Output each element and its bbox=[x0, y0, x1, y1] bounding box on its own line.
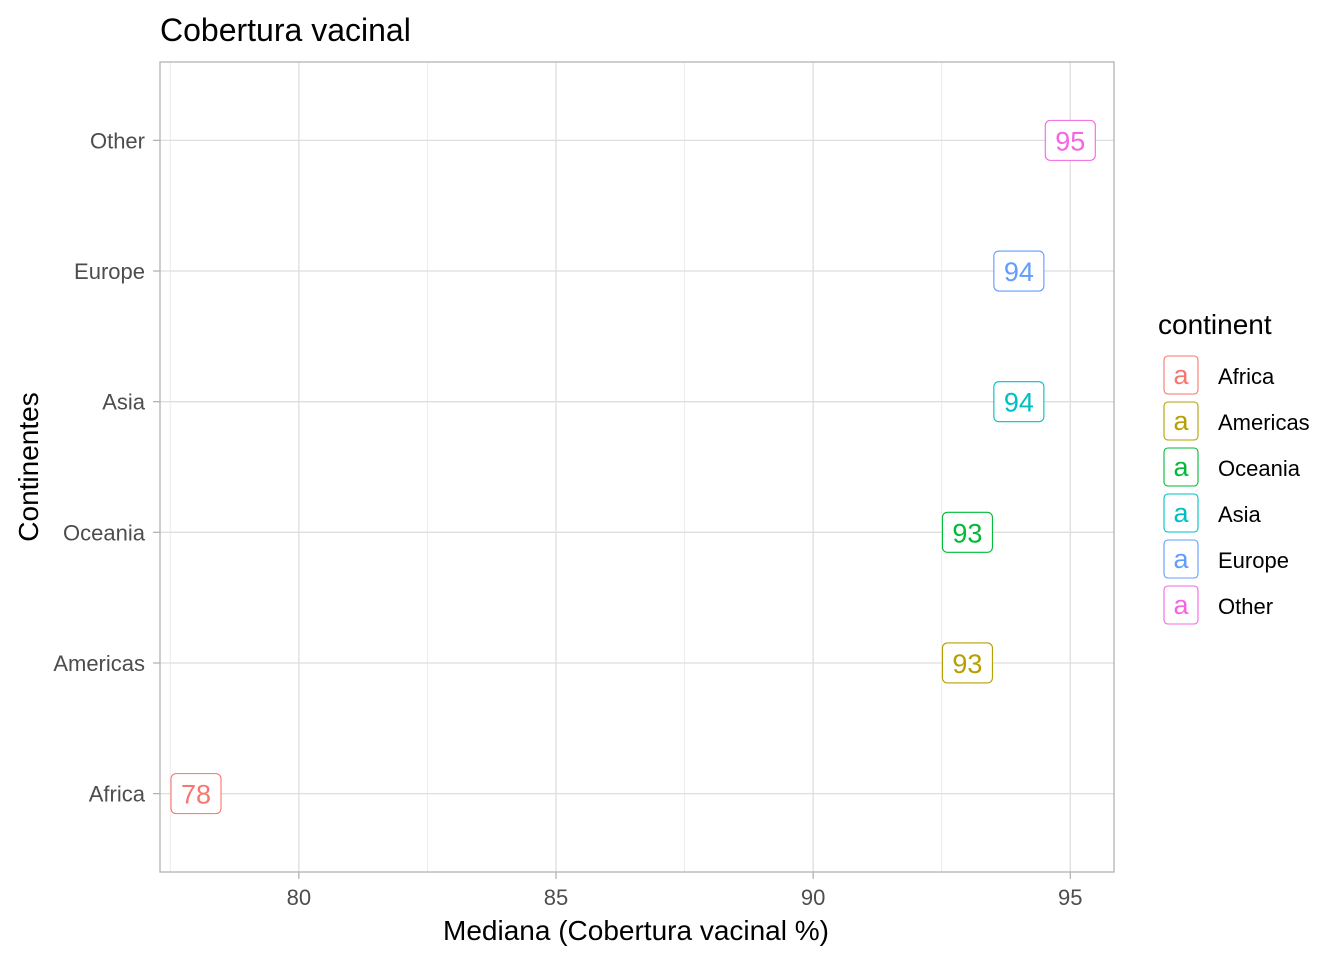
x-tick-label: 80 bbox=[287, 885, 311, 910]
legend-key-box bbox=[1163, 447, 1199, 487]
x-axis: 80 85 90 95 bbox=[287, 872, 1083, 910]
y-tick-label: Oceania bbox=[63, 520, 146, 545]
plot-border bbox=[159, 61, 1115, 873]
legend-label: Americas bbox=[1218, 410, 1310, 435]
legend-title: continent bbox=[1158, 309, 1272, 340]
data-label-box bbox=[941, 642, 993, 684]
legend-key-glyph: a bbox=[1173, 590, 1189, 620]
data-label-africa: 78 bbox=[170, 773, 222, 815]
legend-item-other: a Other bbox=[1163, 585, 1273, 625]
legend-key-box bbox=[1163, 539, 1199, 579]
y-tick-label: Other bbox=[90, 128, 145, 153]
legend-label: Asia bbox=[1218, 502, 1262, 527]
legend-key-glyph: a bbox=[1173, 544, 1189, 574]
legend-item-africa: a Africa bbox=[1163, 355, 1275, 395]
y-tick-label: Americas bbox=[53, 651, 145, 676]
x-tick-label: 85 bbox=[544, 885, 568, 910]
data-label-value: 95 bbox=[1055, 126, 1085, 156]
legend-item-europe: a Europe bbox=[1163, 539, 1289, 579]
legend-item-americas: a Americas bbox=[1163, 401, 1310, 441]
legend-key-glyph: a bbox=[1173, 406, 1189, 436]
data-label-value: 94 bbox=[1004, 257, 1034, 287]
data-label-value: 93 bbox=[952, 518, 982, 548]
y-axis: Africa Americas Oceania Asia Europe Other bbox=[53, 128, 160, 807]
x-tick-label: 95 bbox=[1058, 885, 1082, 910]
data-label-europe: 94 bbox=[993, 250, 1045, 292]
legend-label: Other bbox=[1218, 594, 1273, 619]
legend-item-oceania: a Oceania bbox=[1163, 447, 1301, 487]
grid-lines bbox=[160, 62, 1114, 872]
legend-key-box bbox=[1163, 585, 1199, 625]
legend-key-glyph: a bbox=[1173, 498, 1189, 528]
x-axis-title: Mediana (Cobertura vacinal %) bbox=[443, 915, 829, 946]
legend-key-box bbox=[1163, 401, 1199, 441]
legend-label: Africa bbox=[1218, 364, 1275, 389]
data-label-asia: 94 bbox=[993, 381, 1045, 423]
data-label-box bbox=[1044, 119, 1096, 161]
data-label-value: 78 bbox=[181, 780, 211, 810]
data-labels: 78 93 93 94 94 95 bbox=[170, 119, 1096, 815]
data-label-box bbox=[993, 250, 1045, 292]
data-label-oceania: 93 bbox=[941, 511, 993, 553]
data-label-value: 93 bbox=[952, 649, 982, 679]
y-tick-label: Europe bbox=[74, 259, 145, 284]
y-tick-label: Africa bbox=[89, 782, 146, 807]
data-label-box bbox=[993, 381, 1045, 423]
data-label-box bbox=[941, 511, 993, 553]
legend-key-glyph: a bbox=[1173, 452, 1189, 482]
x-tick-label: 90 bbox=[801, 885, 825, 910]
data-label-box bbox=[170, 773, 222, 815]
data-label-americas: 93 bbox=[941, 642, 993, 684]
legend-key-box bbox=[1163, 493, 1199, 533]
y-axis-title: Continentes bbox=[13, 392, 44, 541]
legend-key-glyph: a bbox=[1173, 360, 1189, 390]
plot-panel bbox=[160, 62, 1114, 872]
chart-title: Cobertura vacinal bbox=[160, 12, 411, 48]
legend-item-asia: a Asia bbox=[1163, 493, 1262, 533]
legend-label: Europe bbox=[1218, 548, 1289, 573]
data-label-other: 95 bbox=[1044, 119, 1096, 161]
y-tick-label: Asia bbox=[102, 390, 146, 415]
legend-key-box bbox=[1163, 355, 1199, 395]
data-label-value: 94 bbox=[1004, 388, 1034, 418]
legend-label: Oceania bbox=[1218, 456, 1301, 481]
